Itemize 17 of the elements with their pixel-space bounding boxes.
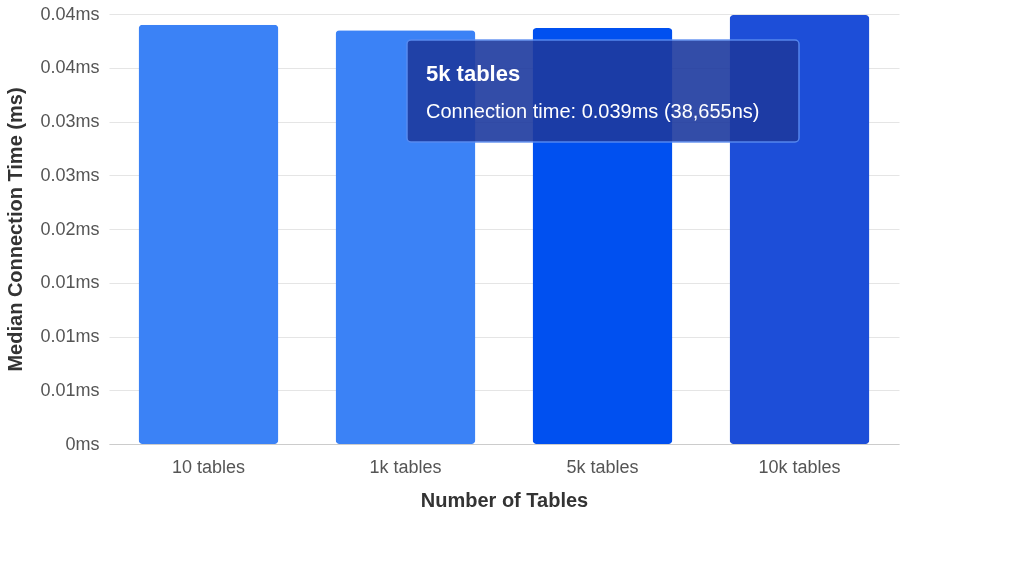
y-tick-label: 0.02ms xyxy=(40,218,100,239)
x-tick-label: 5k tables xyxy=(566,456,639,477)
annotation: 5k tables xyxy=(426,61,521,86)
y-tick-label: 0.01ms xyxy=(40,272,100,293)
y-tick-label: 0.01ms xyxy=(40,326,100,346)
y-tick-label: 0.03ms xyxy=(40,111,100,131)
x-tick-label: 10k tables xyxy=(758,456,841,477)
y-tick-label: 0.03ms xyxy=(40,164,100,185)
y-tick-label: 0.04ms xyxy=(40,3,100,24)
x-tick-label: 1k tables xyxy=(369,456,442,477)
y-tick-label: 0ms xyxy=(65,433,100,454)
x-axis-title: Number of Tables xyxy=(420,488,589,511)
annotation: Connection time: 0.039ms (38,655ns) xyxy=(426,100,760,122)
y-tick-label: 0.04ms xyxy=(40,57,100,78)
x-tick-label: 10 tables xyxy=(171,456,246,477)
y-tick-label: 0.01ms xyxy=(40,379,100,400)
y-axis-title: Median Connection Time (ms) xyxy=(4,87,27,372)
